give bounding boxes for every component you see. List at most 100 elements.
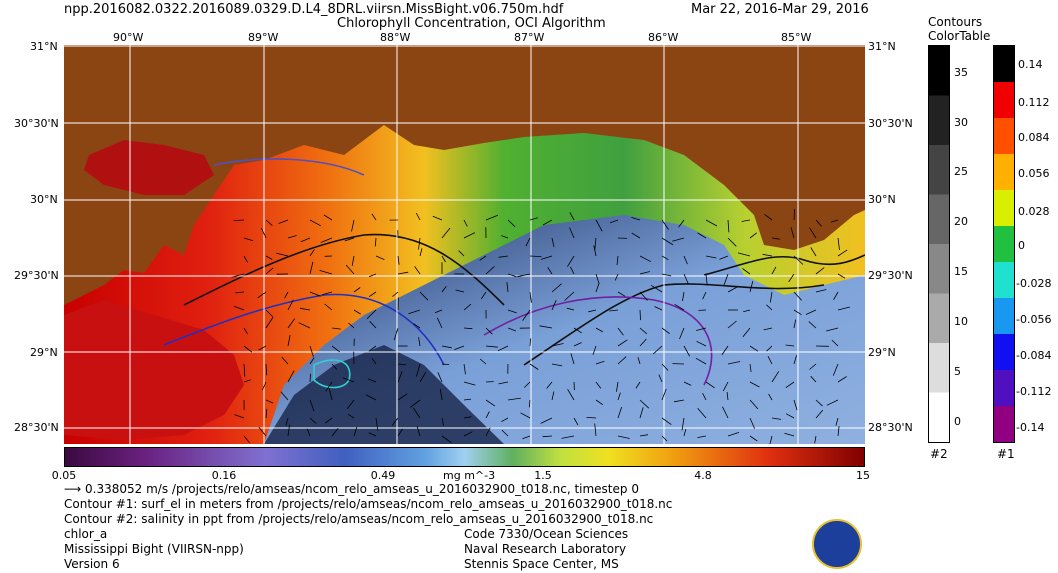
current-vector-arrow bbox=[742, 327, 751, 338]
lat-label-right: 29°30'N bbox=[868, 269, 913, 282]
current-vector-arrow bbox=[564, 291, 575, 301]
current-vector-arrow bbox=[573, 342, 582, 347]
current-vector-arrow bbox=[525, 237, 531, 247]
current-vector-arrow bbox=[815, 409, 824, 419]
current-vector-arrow bbox=[683, 428, 687, 437]
current-vector-arrow bbox=[287, 318, 296, 329]
current-vector-arrow bbox=[287, 370, 295, 383]
current-vector-arrow bbox=[374, 237, 377, 247]
current-vector-arrow bbox=[588, 309, 597, 313]
current-vector-arrow bbox=[673, 399, 685, 403]
current-vector-arrow bbox=[501, 235, 509, 239]
current-vector-arrow bbox=[826, 399, 839, 406]
current-vector-arrow bbox=[653, 345, 663, 355]
current-vector-arrow bbox=[617, 356, 627, 365]
current-vector-arrow bbox=[762, 253, 773, 257]
current-vector-arrow bbox=[542, 435, 553, 438]
current-vector-arrow bbox=[726, 392, 729, 401]
current-vector-arrow bbox=[763, 327, 773, 331]
current-vector-arrow bbox=[614, 273, 619, 281]
current-vector-arrow bbox=[837, 426, 840, 437]
arrow-icon: ⟶ bbox=[64, 482, 82, 496]
colorbar-tick: 0.16 bbox=[211, 469, 237, 482]
current-vector-arrow bbox=[243, 435, 250, 444]
product-name: chlor_a bbox=[64, 527, 108, 541]
current-vector-arrow bbox=[727, 219, 730, 233]
current-vector-arrow bbox=[243, 379, 251, 383]
current-vector-arrow bbox=[347, 413, 355, 419]
current-vector-arrow bbox=[805, 309, 817, 315]
current-vector-arrow bbox=[682, 291, 685, 302]
chlorophyll-map[interactable] bbox=[64, 45, 865, 444]
current-vector-arrow bbox=[323, 214, 333, 221]
contour-line bbox=[483, 296, 713, 386]
lat-label-left: 29°30'N bbox=[14, 269, 59, 282]
current-vector-arrow bbox=[309, 417, 317, 424]
current-vector-arrow bbox=[837, 376, 847, 383]
current-vector-arrow bbox=[243, 345, 253, 353]
org-name: Naval Research Laboratory bbox=[464, 542, 627, 556]
current-vector-arrow bbox=[695, 357, 707, 365]
current-vector-arrow bbox=[375, 255, 385, 260]
current-vector-arrow bbox=[309, 357, 315, 365]
current-vector-arrow bbox=[592, 345, 597, 355]
contour1-tag: #1 bbox=[997, 447, 1015, 461]
current-vector-arrow bbox=[551, 283, 562, 293]
current-vector-arrow bbox=[567, 389, 575, 401]
current-vector-arrow bbox=[324, 417, 333, 424]
lat-label-right: 29°N bbox=[868, 346, 896, 359]
current-vector-arrow bbox=[331, 427, 339, 437]
vector-legend: ⟶ 0.338052 m/s /projects/relo/amseas/nco… bbox=[64, 482, 639, 496]
colorbar-unit: mg m^-3 bbox=[443, 469, 496, 482]
current-vector-arrow bbox=[415, 212, 421, 221]
current-vector-arrow bbox=[507, 219, 516, 227]
current-vector-arrow bbox=[408, 309, 421, 315]
current-vector-arrow bbox=[721, 345, 729, 356]
contour-line bbox=[163, 293, 445, 366]
current-vector-arrow bbox=[309, 345, 314, 357]
current-vector-arrow bbox=[832, 363, 839, 376]
region-name: Mississippi Bight (VIIRSN-npp) bbox=[64, 542, 244, 556]
current-vector-arrow bbox=[529, 291, 532, 303]
current-vector-arrow bbox=[320, 237, 333, 243]
contour1-label: 0.056 bbox=[1018, 167, 1050, 180]
current-vector-arrow bbox=[524, 381, 531, 388]
contour2-label: 35 bbox=[954, 66, 968, 79]
lat-label-right: 30°N bbox=[868, 193, 896, 206]
current-vector-arrow bbox=[631, 217, 641, 221]
lat-label-left: 30°30'N bbox=[14, 117, 59, 130]
current-vector-arrow bbox=[375, 417, 379, 431]
current-vector-arrow bbox=[793, 309, 802, 316]
current-vector-arrow bbox=[463, 381, 476, 386]
current-vector-arrow bbox=[768, 393, 773, 401]
current-vector-arrow bbox=[287, 235, 297, 239]
current-vector-arrow bbox=[705, 381, 715, 389]
current-vector-arrow bbox=[414, 266, 421, 275]
current-vector-arrow bbox=[522, 435, 531, 440]
current-vector-arrow bbox=[617, 291, 626, 297]
current-vector-arrow bbox=[287, 299, 294, 311]
current-vector-arrow bbox=[325, 381, 333, 392]
current-vector-arrow bbox=[790, 227, 795, 239]
current-vector-arrow bbox=[539, 325, 553, 329]
contour2-label: 5 bbox=[954, 365, 961, 378]
current-vector-arrow bbox=[365, 394, 377, 401]
current-vector-arrow bbox=[485, 427, 491, 437]
current-vector-arrow bbox=[507, 309, 517, 314]
current-vector-arrow bbox=[570, 353, 575, 365]
current-vector-arrow bbox=[284, 291, 289, 299]
current-vector-arrow bbox=[793, 209, 795, 221]
current-vector-arrow bbox=[479, 255, 487, 261]
current-vector-arrow bbox=[595, 273, 600, 284]
current-vector-arrow bbox=[529, 217, 538, 221]
current-vector-arrow bbox=[501, 417, 509, 423]
current-vector-arrow bbox=[764, 213, 773, 221]
current-vector-arrow bbox=[661, 255, 669, 261]
contour2-tag: #2 bbox=[930, 447, 948, 461]
current-vector-arrow bbox=[809, 227, 817, 239]
current-vector-arrow bbox=[766, 345, 773, 352]
current-vector-arrow bbox=[793, 255, 804, 265]
current-vector-arrow bbox=[788, 273, 795, 283]
current-vector-arrow bbox=[454, 345, 465, 350]
current-vector-arrow bbox=[639, 399, 650, 409]
